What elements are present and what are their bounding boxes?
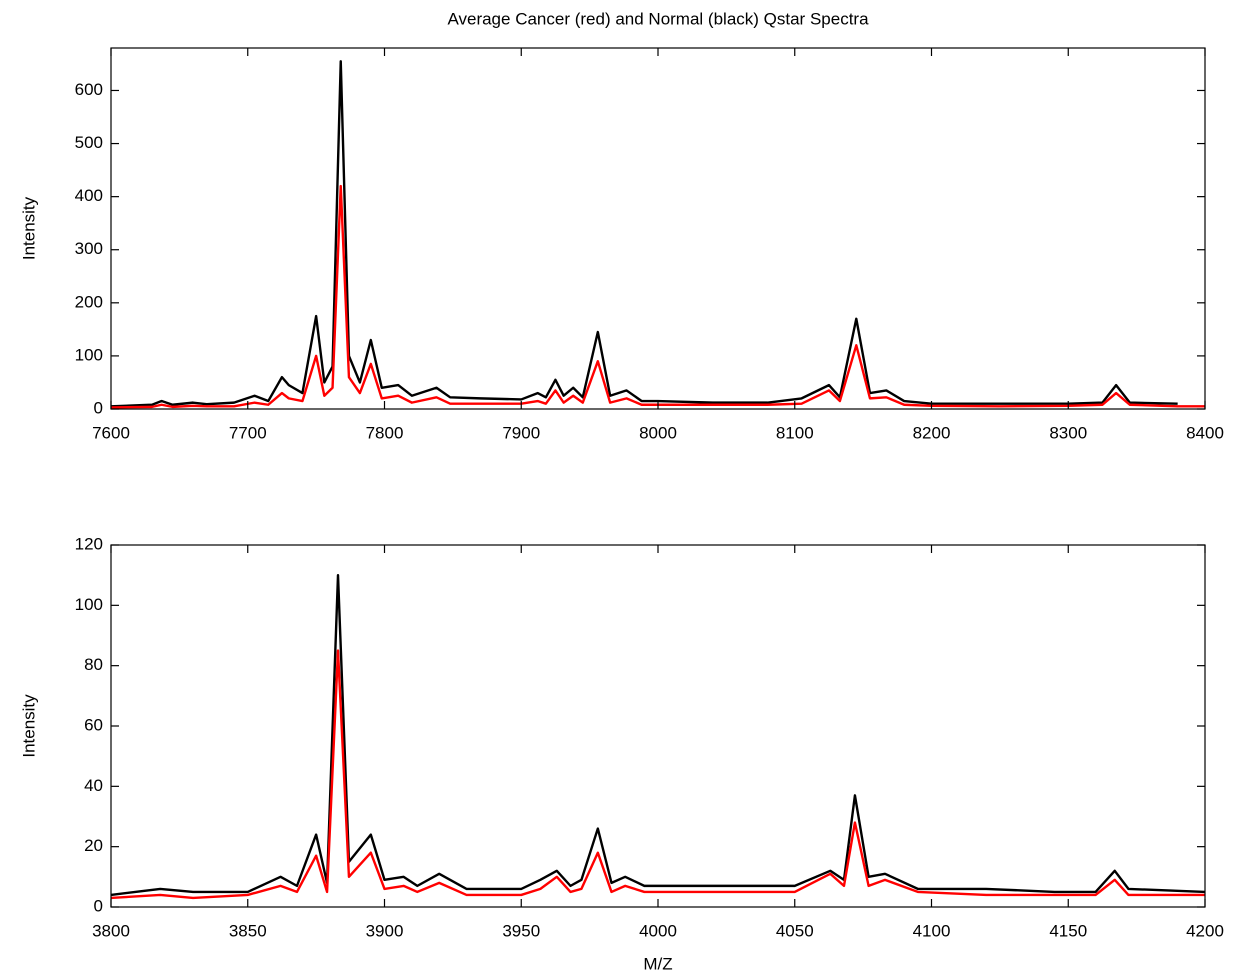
y-tick-label: 20 bbox=[84, 836, 103, 855]
x-tick-label: 4150 bbox=[1049, 921, 1087, 940]
y-tick-label: 120 bbox=[75, 534, 103, 553]
y-tick-label: 100 bbox=[75, 345, 103, 364]
chart-title: Average Cancer (red) and Normal (black) … bbox=[447, 9, 869, 28]
y-tick-label: 0 bbox=[94, 398, 103, 417]
x-tick-label: 3900 bbox=[366, 921, 404, 940]
x-tick-label: 4000 bbox=[639, 921, 677, 940]
y-tick-label: 100 bbox=[75, 595, 103, 614]
y-tick-label: 200 bbox=[75, 292, 103, 311]
x-tick-label: 3850 bbox=[229, 921, 267, 940]
x-tick-label: 7900 bbox=[502, 423, 540, 442]
y-tick-label: 0 bbox=[94, 896, 103, 915]
y-tick-label: 40 bbox=[84, 776, 103, 795]
x-tick-label: 8300 bbox=[1049, 423, 1087, 442]
y-tick-label: 60 bbox=[84, 715, 103, 734]
x-tick-label: 7700 bbox=[229, 423, 267, 442]
x-tick-label: 4200 bbox=[1186, 921, 1224, 940]
y-tick-label: 400 bbox=[75, 186, 103, 205]
y-axis-label: Intensity bbox=[19, 196, 38, 260]
x-tick-label: 8200 bbox=[913, 423, 951, 442]
y-tick-label: 80 bbox=[84, 655, 103, 674]
x-tick-label: 4100 bbox=[913, 921, 951, 940]
spectrum-line bbox=[110, 649, 1205, 900]
x-tick-label: 8400 bbox=[1186, 423, 1224, 442]
spectrum-line bbox=[110, 184, 1205, 409]
x-tick-label: 7600 bbox=[92, 423, 130, 442]
spectrum-line bbox=[110, 60, 1178, 408]
y-axis-label: Intensity bbox=[19, 694, 38, 758]
x-tick-label: 8000 bbox=[639, 423, 677, 442]
spectrum-line bbox=[110, 573, 1206, 897]
y-tick-label: 300 bbox=[75, 239, 103, 258]
x-tick-label: 3950 bbox=[502, 921, 540, 940]
y-tick-label: 600 bbox=[75, 80, 103, 99]
x-tick-label: 3800 bbox=[92, 921, 130, 940]
x-tick-label: 8100 bbox=[776, 423, 814, 442]
y-tick-label: 500 bbox=[75, 133, 103, 152]
x-tick-label: 4050 bbox=[776, 921, 814, 940]
x-axis-label: M/Z bbox=[643, 954, 672, 973]
x-tick-label: 7800 bbox=[366, 423, 404, 442]
